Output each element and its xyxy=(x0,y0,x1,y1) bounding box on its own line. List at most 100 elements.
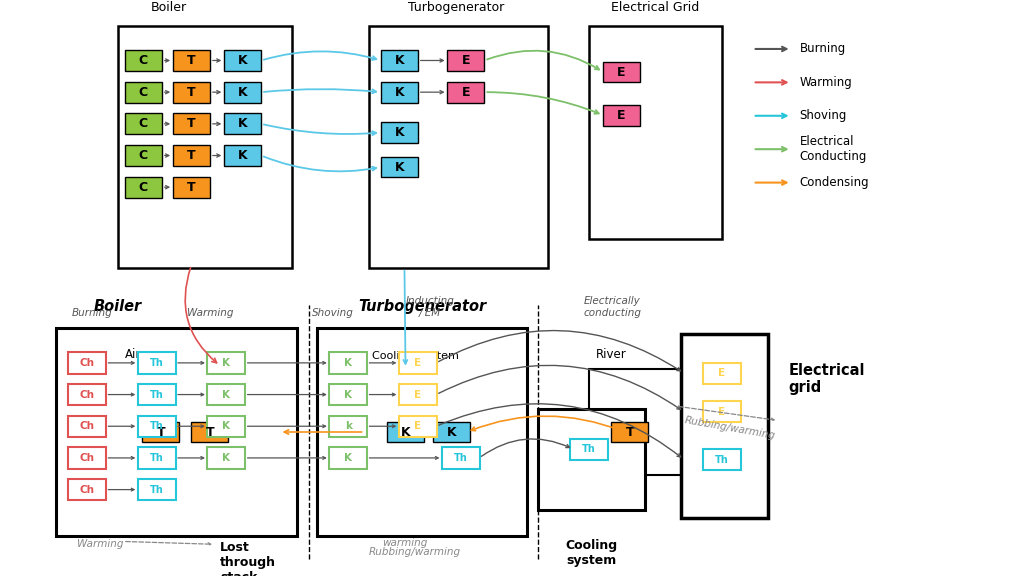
Text: E: E xyxy=(719,407,725,417)
Text: T: T xyxy=(187,149,196,162)
Text: Rubbing/warming: Rubbing/warming xyxy=(369,547,461,557)
FancyBboxPatch shape xyxy=(137,384,176,406)
Text: T: T xyxy=(187,118,196,130)
Text: k: k xyxy=(345,421,351,431)
Text: Electrical
Conducting: Electrical Conducting xyxy=(800,135,867,163)
Text: K: K xyxy=(400,426,411,438)
FancyBboxPatch shape xyxy=(68,384,106,406)
FancyBboxPatch shape xyxy=(125,145,162,166)
FancyBboxPatch shape xyxy=(447,50,484,71)
Text: Cooling
system: Cooling system xyxy=(566,539,617,567)
FancyBboxPatch shape xyxy=(68,479,106,500)
FancyBboxPatch shape xyxy=(317,328,527,536)
Text: Condensing: Condensing xyxy=(800,176,869,189)
Text: Th: Th xyxy=(715,454,729,465)
Text: K: K xyxy=(394,161,404,173)
Text: Boiler: Boiler xyxy=(151,1,187,14)
Text: Th: Th xyxy=(150,389,164,400)
Text: E: E xyxy=(415,421,421,431)
Text: K: K xyxy=(238,54,248,67)
Text: E: E xyxy=(462,54,470,67)
Text: Th: Th xyxy=(150,453,164,463)
Text: K: K xyxy=(238,118,248,130)
FancyBboxPatch shape xyxy=(442,447,479,469)
FancyBboxPatch shape xyxy=(538,409,645,510)
Text: Boiler: Boiler xyxy=(93,299,142,314)
Text: T: T xyxy=(157,426,165,438)
Text: Ch: Ch xyxy=(80,484,94,495)
Text: K: K xyxy=(344,358,352,368)
FancyBboxPatch shape xyxy=(681,334,768,518)
FancyBboxPatch shape xyxy=(399,384,436,406)
FancyBboxPatch shape xyxy=(118,369,276,475)
Text: Warming: Warming xyxy=(77,539,123,548)
FancyBboxPatch shape xyxy=(125,177,162,198)
FancyBboxPatch shape xyxy=(369,26,548,268)
Text: Th: Th xyxy=(150,358,164,368)
Text: T: T xyxy=(187,54,196,67)
Text: Ch: Ch xyxy=(80,453,94,463)
Text: Warming: Warming xyxy=(186,308,233,318)
Text: K: K xyxy=(344,389,352,400)
FancyBboxPatch shape xyxy=(173,113,210,134)
Text: Lost
through
stack: Lost through stack xyxy=(220,541,276,576)
FancyBboxPatch shape xyxy=(381,50,418,71)
FancyBboxPatch shape xyxy=(125,113,162,134)
FancyBboxPatch shape xyxy=(173,50,210,71)
Text: Warming: Warming xyxy=(800,76,853,89)
Text: K: K xyxy=(222,358,230,368)
Text: K: K xyxy=(222,421,230,431)
FancyBboxPatch shape xyxy=(589,26,722,239)
FancyBboxPatch shape xyxy=(329,416,367,437)
Text: E: E xyxy=(617,66,626,78)
Text: K: K xyxy=(446,426,457,438)
Text: K: K xyxy=(394,54,404,67)
FancyBboxPatch shape xyxy=(703,449,741,470)
FancyBboxPatch shape xyxy=(137,479,176,500)
Text: Burning: Burning xyxy=(72,308,113,318)
Text: C: C xyxy=(139,118,147,130)
Text: K: K xyxy=(222,389,230,400)
Text: K: K xyxy=(238,149,248,162)
Text: E: E xyxy=(617,109,626,122)
Text: C: C xyxy=(139,54,147,67)
Text: Electrically
conducting: Electrically conducting xyxy=(584,296,641,318)
Text: K: K xyxy=(344,453,352,463)
Text: Air: Air xyxy=(125,347,141,361)
FancyBboxPatch shape xyxy=(329,384,367,406)
FancyBboxPatch shape xyxy=(142,422,179,442)
Text: Turbogenerator: Turbogenerator xyxy=(408,1,504,14)
FancyBboxPatch shape xyxy=(68,353,106,374)
FancyBboxPatch shape xyxy=(570,439,608,460)
FancyBboxPatch shape xyxy=(137,353,176,374)
FancyBboxPatch shape xyxy=(173,82,210,103)
Text: C: C xyxy=(139,181,147,194)
FancyBboxPatch shape xyxy=(589,369,707,475)
Text: Rubbing/warming: Rubbing/warming xyxy=(684,415,776,441)
FancyBboxPatch shape xyxy=(68,416,106,437)
FancyBboxPatch shape xyxy=(118,26,292,268)
FancyBboxPatch shape xyxy=(399,353,436,374)
FancyBboxPatch shape xyxy=(125,82,162,103)
Text: K: K xyxy=(238,86,248,98)
Text: Th: Th xyxy=(150,484,164,495)
Text: T: T xyxy=(187,86,196,98)
FancyBboxPatch shape xyxy=(329,353,367,374)
FancyBboxPatch shape xyxy=(611,422,648,442)
Text: Cooling System: Cooling System xyxy=(372,351,459,361)
Text: Shoving: Shoving xyxy=(312,308,353,318)
FancyBboxPatch shape xyxy=(381,82,418,103)
FancyBboxPatch shape xyxy=(603,62,640,82)
Text: Ch: Ch xyxy=(80,389,94,400)
FancyBboxPatch shape xyxy=(387,422,424,442)
FancyBboxPatch shape xyxy=(207,416,246,437)
Text: K: K xyxy=(394,126,404,139)
Text: T: T xyxy=(187,181,196,194)
FancyBboxPatch shape xyxy=(207,447,246,469)
Text: K: K xyxy=(222,453,230,463)
Text: River: River xyxy=(596,347,627,361)
FancyBboxPatch shape xyxy=(447,82,484,103)
Text: Electrical
grid: Electrical grid xyxy=(788,363,865,395)
FancyBboxPatch shape xyxy=(191,422,228,442)
FancyBboxPatch shape xyxy=(56,328,297,536)
